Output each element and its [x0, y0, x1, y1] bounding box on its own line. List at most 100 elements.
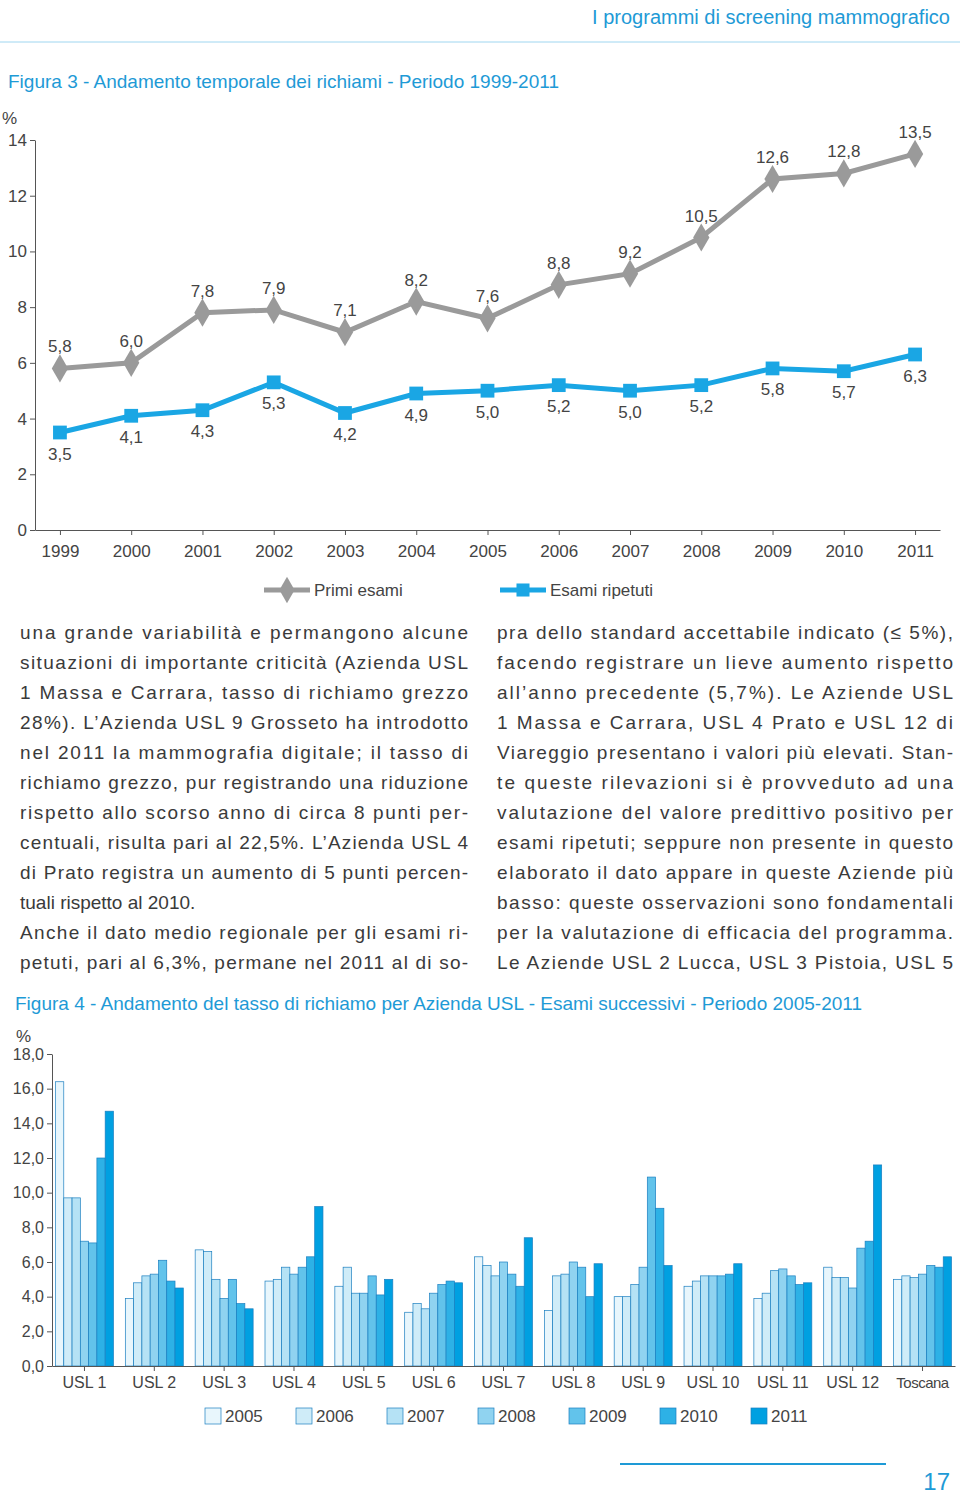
- x-tick-label: USL 2: [132, 1374, 176, 1391]
- y-tick-label: 0: [18, 521, 27, 540]
- y-tick-label: 12: [8, 187, 27, 206]
- y-tick-mark: [47, 1331, 52, 1332]
- bar: [142, 1276, 150, 1366]
- bar: [544, 1311, 552, 1366]
- x-tick-mark: [224, 1366, 225, 1371]
- x-tick-mark: [915, 530, 916, 535]
- text-line: nel 2011 la mammografia digitale; il tas…: [20, 742, 468, 763]
- x-tick: USL 3: [202, 1366, 246, 1391]
- x-tick: 2009: [754, 530, 792, 561]
- x-tick-mark: [433, 1366, 434, 1371]
- y-tick-mark: [30, 474, 35, 475]
- x-axis: USL 1USL 2USL 3USL 4USL 5USL 6USL 7USL 8…: [53, 1366, 956, 1391]
- y-tick: 6: [18, 354, 35, 373]
- bar: [475, 1257, 483, 1366]
- data-label: 9,2: [618, 243, 642, 262]
- legend-label: 2005: [225, 1407, 263, 1426]
- chart-title: Figura 4 - Andamento del tasso di richia…: [15, 993, 862, 1014]
- data-label: 5,7: [832, 383, 856, 402]
- legend-swatch: [478, 1408, 494, 1424]
- x-tick: 2008: [683, 530, 721, 561]
- data-label: 7,9: [262, 279, 286, 298]
- data-label: 4,1: [119, 428, 143, 447]
- series-marker: [623, 384, 637, 398]
- x-tick-label: 2010: [825, 542, 863, 561]
- y-tick: 0,0: [22, 1358, 52, 1375]
- data-label: 6,0: [119, 332, 143, 351]
- legend-item: Esami ripetuti: [500, 581, 653, 600]
- bar: [787, 1276, 795, 1366]
- x-tick: 1999: [42, 530, 80, 561]
- bar: [795, 1285, 803, 1366]
- bar: [524, 1238, 532, 1366]
- x-tick: Toscana: [896, 1366, 950, 1391]
- y-tick-mark: [30, 196, 35, 197]
- y-tick: 12: [8, 187, 35, 206]
- x-tick-mark: [503, 1366, 504, 1371]
- text-line: 1 Massa e Carrara, USL 4 Prato e USL 12 …: [497, 712, 953, 733]
- legend-item: 2009: [569, 1407, 627, 1426]
- y-tick-mark: [30, 419, 35, 420]
- bar: [491, 1276, 499, 1366]
- legend-marker: [516, 583, 529, 596]
- y-tick: 8,0: [22, 1219, 52, 1236]
- footer-rule: [620, 1463, 886, 1465]
- x-tick: USL 11: [757, 1366, 809, 1391]
- data-label: 8,2: [404, 271, 428, 290]
- bar: [561, 1274, 569, 1366]
- bar: [865, 1241, 873, 1366]
- series-marker: [52, 354, 68, 382]
- legend: Primi esami Esami ripetuti: [264, 577, 653, 603]
- x-tick-mark: [852, 1366, 853, 1371]
- bar: [105, 1111, 113, 1366]
- data-label: 12,6: [756, 148, 789, 167]
- bar: [212, 1279, 220, 1366]
- x-tick-label: 2003: [327, 542, 365, 561]
- x-tick-label: 2004: [398, 542, 436, 561]
- series-marker: [479, 304, 495, 332]
- bar: [446, 1281, 454, 1366]
- bar: [656, 1208, 664, 1366]
- legend-label: Esami ripetuti: [550, 581, 653, 600]
- bar: [701, 1276, 709, 1366]
- data-label: 4,2: [333, 425, 357, 444]
- x-tick-label: USL 1: [63, 1374, 107, 1391]
- legend-item: Primi esami: [264, 577, 403, 603]
- bar: [943, 1257, 951, 1366]
- text-line: Viareggio presentano i valori più elevat…: [497, 742, 953, 763]
- series-marker: [908, 348, 922, 362]
- y-tick-mark: [47, 1054, 52, 1055]
- x-tick: USL 8: [551, 1366, 595, 1391]
- page-header: I programmi di screening mammografico: [592, 6, 950, 28]
- data-label: 5,3: [262, 394, 286, 413]
- bar: [902, 1276, 910, 1366]
- text-line: rispetto allo scorso anno di circa 8 pun…: [20, 802, 468, 823]
- bar: [125, 1298, 133, 1366]
- bar: [709, 1276, 717, 1366]
- bar: [203, 1252, 211, 1366]
- y-tick-mark: [30, 530, 35, 531]
- bar: [894, 1279, 902, 1366]
- y-tick-label: 4: [18, 410, 27, 429]
- data-label: 5,0: [618, 403, 642, 422]
- y-tick-mark: [47, 1158, 52, 1159]
- x-tick-mark: [345, 530, 346, 535]
- chart-title: Figura 3 - Andamento temporale dei richi…: [8, 71, 559, 92]
- legend-swatch: [660, 1408, 676, 1424]
- bar: [935, 1267, 943, 1366]
- y-tick: 2,0: [22, 1323, 52, 1340]
- bar: [614, 1297, 622, 1366]
- series-marker: [693, 223, 709, 251]
- x-axis: 1999200020012002200320042005200620072008…: [36, 530, 941, 561]
- bar: [368, 1276, 376, 1366]
- x-tick-label: 2000: [113, 542, 151, 561]
- legend-item: 2008: [478, 1407, 536, 1426]
- bar: [438, 1285, 446, 1366]
- y-tick-label: 2,0: [22, 1323, 44, 1340]
- bar: [150, 1274, 158, 1366]
- x-tick-mark: [643, 1366, 644, 1371]
- series-marker: [338, 406, 352, 420]
- x-tick: 2007: [612, 530, 650, 561]
- bar: [413, 1304, 421, 1366]
- x-tick: USL 2: [132, 1366, 176, 1391]
